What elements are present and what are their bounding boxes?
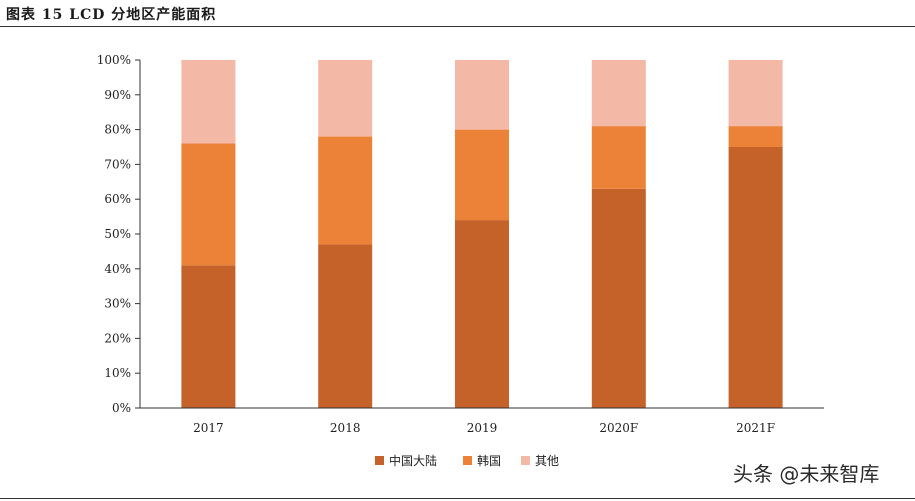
y-tick-label: 30% bbox=[104, 297, 131, 311]
legend: 中国大陆 韩国 其他 bbox=[375, 453, 559, 468]
x-tick-label: 2017 bbox=[193, 421, 224, 435]
x-tick-label: 2019 bbox=[467, 421, 498, 435]
y-tick-label: 40% bbox=[104, 262, 131, 276]
x-tick-label: 2020F bbox=[599, 421, 638, 435]
bottom-divider bbox=[0, 498, 915, 499]
y-tick-label: 70% bbox=[104, 157, 131, 171]
bar-2020F-其他 bbox=[591, 60, 646, 127]
bar-2021F-中国大陆 bbox=[728, 147, 783, 408]
x-tick-label: 2021F bbox=[736, 421, 775, 435]
bar-2018-中国大陆 bbox=[318, 244, 373, 408]
legend-label-其他: 其他 bbox=[535, 454, 559, 468]
legend-swatch-韩国 bbox=[463, 456, 472, 465]
bar-2019-中国大陆 bbox=[455, 220, 509, 408]
bar-2019-韩国 bbox=[455, 129, 509, 221]
x-tick-label: 2018 bbox=[330, 421, 361, 435]
watermark: 头条 @未来智库 bbox=[733, 462, 880, 486]
y-tick-label: 100% bbox=[97, 53, 131, 67]
bar-2021F-韩国 bbox=[728, 126, 783, 147]
figure-title: 图表 15 LCD 分地区产能面积 bbox=[6, 7, 217, 23]
bar-2018-其他 bbox=[318, 60, 373, 137]
bar-2020F-中国大陆 bbox=[591, 188, 646, 408]
legend-label-韩国: 韩国 bbox=[477, 453, 501, 468]
y-tick-label: 50% bbox=[104, 227, 131, 241]
title-divider bbox=[0, 26, 915, 27]
y-axis: 0% 10% 20% 30% 40% 50% 60% 70% 80% 90% 100% bbox=[97, 53, 141, 415]
y-tick-label: 20% bbox=[104, 331, 131, 345]
legend-label-中国大陆: 中国大陆 bbox=[389, 453, 437, 468]
legend-swatch-其他 bbox=[521, 456, 530, 465]
y-tick-label: 10% bbox=[104, 366, 131, 380]
bar-2017-中国大陆 bbox=[181, 265, 236, 408]
y-tick-label: 60% bbox=[104, 192, 131, 206]
legend-swatch-中国大陆 bbox=[375, 456, 384, 465]
bar-2017-其他 bbox=[181, 60, 236, 144]
bar-2021F-其他 bbox=[728, 60, 783, 127]
x-axis: 2017 2018 2019 2020F 2021F bbox=[140, 407, 824, 435]
bar-2020F-韩国 bbox=[591, 126, 646, 189]
bar-2019-其他 bbox=[455, 60, 509, 130]
bars bbox=[181, 60, 783, 408]
y-tick-label: 80% bbox=[104, 123, 131, 137]
bar-2017-韩国 bbox=[181, 143, 236, 266]
y-tick-label: 0% bbox=[112, 401, 131, 415]
y-tick-label: 90% bbox=[104, 88, 131, 102]
bar-2018-韩国 bbox=[318, 136, 373, 245]
